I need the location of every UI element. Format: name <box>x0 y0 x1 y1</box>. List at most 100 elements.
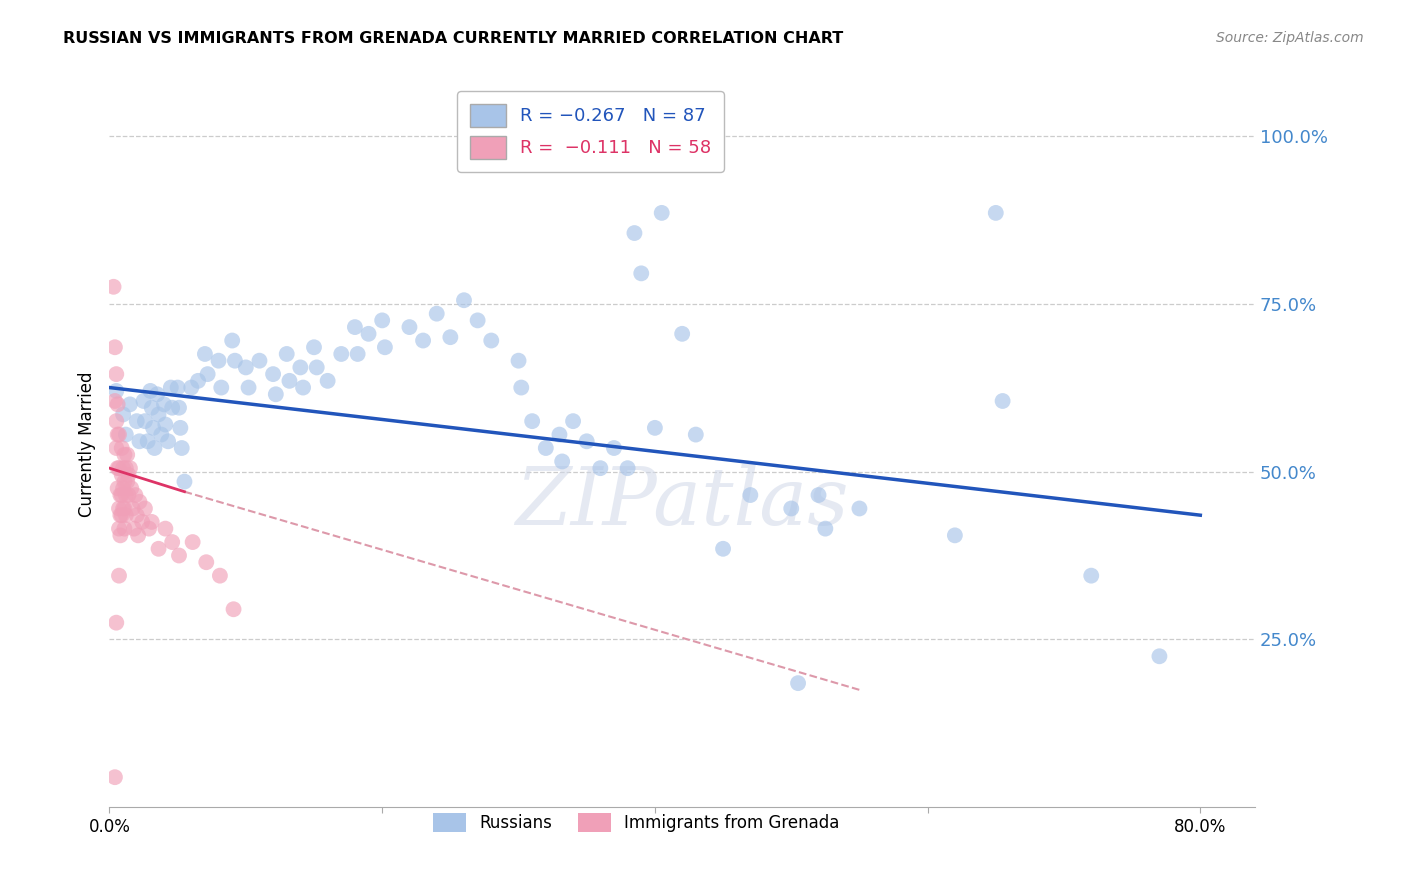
Point <box>141 515 163 529</box>
Point <box>374 340 396 354</box>
Point <box>108 501 131 516</box>
Point <box>108 461 131 475</box>
Point <box>603 441 626 455</box>
Point <box>208 568 231 582</box>
Point <box>848 501 870 516</box>
Point <box>173 475 195 489</box>
Point <box>623 226 645 240</box>
Point <box>125 508 148 523</box>
Point <box>117 467 139 482</box>
Point <box>125 414 148 428</box>
Point <box>292 380 315 394</box>
Point <box>562 414 585 428</box>
Point <box>169 421 191 435</box>
Point <box>780 501 803 516</box>
Text: ZIPatlas: ZIPatlas <box>516 464 849 541</box>
Point <box>107 397 129 411</box>
Point <box>108 522 131 536</box>
Point <box>110 528 132 542</box>
Point <box>114 508 136 523</box>
Point <box>105 615 128 630</box>
Point <box>112 408 135 422</box>
Point <box>105 367 128 381</box>
Point <box>302 340 325 354</box>
Point <box>157 434 180 449</box>
Point <box>194 347 217 361</box>
Point <box>139 384 162 398</box>
Point <box>128 434 150 449</box>
Point <box>224 353 246 368</box>
Point <box>153 397 176 411</box>
Point <box>222 602 245 616</box>
Point <box>548 427 571 442</box>
Point <box>398 320 420 334</box>
Point <box>630 266 652 280</box>
Point <box>111 467 134 482</box>
Point <box>104 394 127 409</box>
Point <box>107 481 129 495</box>
Point <box>814 522 837 536</box>
Point <box>671 326 693 341</box>
Point <box>108 427 131 442</box>
Point <box>114 475 136 489</box>
Point <box>114 488 136 502</box>
Point <box>155 417 177 432</box>
Point <box>148 541 170 556</box>
Point <box>131 515 153 529</box>
Point <box>104 340 127 354</box>
Point <box>121 501 143 516</box>
Point <box>142 421 165 435</box>
Point <box>235 360 257 375</box>
Point <box>122 522 145 536</box>
Point <box>787 676 810 690</box>
Point <box>264 387 287 401</box>
Point <box>575 434 598 449</box>
Point <box>138 522 160 536</box>
Point <box>238 380 260 394</box>
Point <box>346 347 368 361</box>
Point <box>197 367 219 381</box>
Point <box>110 488 132 502</box>
Point <box>114 427 136 442</box>
Point <box>160 401 183 415</box>
Point <box>124 488 146 502</box>
Point <box>115 448 138 462</box>
Point <box>180 380 202 394</box>
Point <box>127 528 149 542</box>
Point <box>118 397 141 411</box>
Point <box>644 421 666 435</box>
Point <box>181 535 204 549</box>
Point <box>155 522 177 536</box>
Y-axis label: Currently Married: Currently Married <box>79 372 96 517</box>
Point <box>207 353 229 368</box>
Point <box>316 374 339 388</box>
Point <box>143 441 166 455</box>
Point <box>114 448 136 462</box>
Point <box>534 441 557 455</box>
Point <box>221 334 243 348</box>
Point <box>120 481 142 495</box>
Point <box>479 334 502 348</box>
Point <box>112 481 135 495</box>
Point <box>371 313 394 327</box>
Point <box>589 461 612 475</box>
Point <box>111 488 134 502</box>
Point <box>114 522 136 536</box>
Point <box>412 334 434 348</box>
Point <box>991 394 1014 409</box>
Point <box>439 330 461 344</box>
Point <box>134 501 156 516</box>
Point <box>103 280 125 294</box>
Point <box>195 555 218 569</box>
Point <box>330 347 353 361</box>
Point <box>453 293 475 308</box>
Point <box>1149 649 1171 664</box>
Point <box>167 401 190 415</box>
Point <box>105 384 128 398</box>
Point <box>115 475 138 489</box>
Point <box>118 461 141 475</box>
Point <box>105 414 128 428</box>
Point <box>357 326 380 341</box>
Point <box>114 501 136 516</box>
Point <box>107 427 129 442</box>
